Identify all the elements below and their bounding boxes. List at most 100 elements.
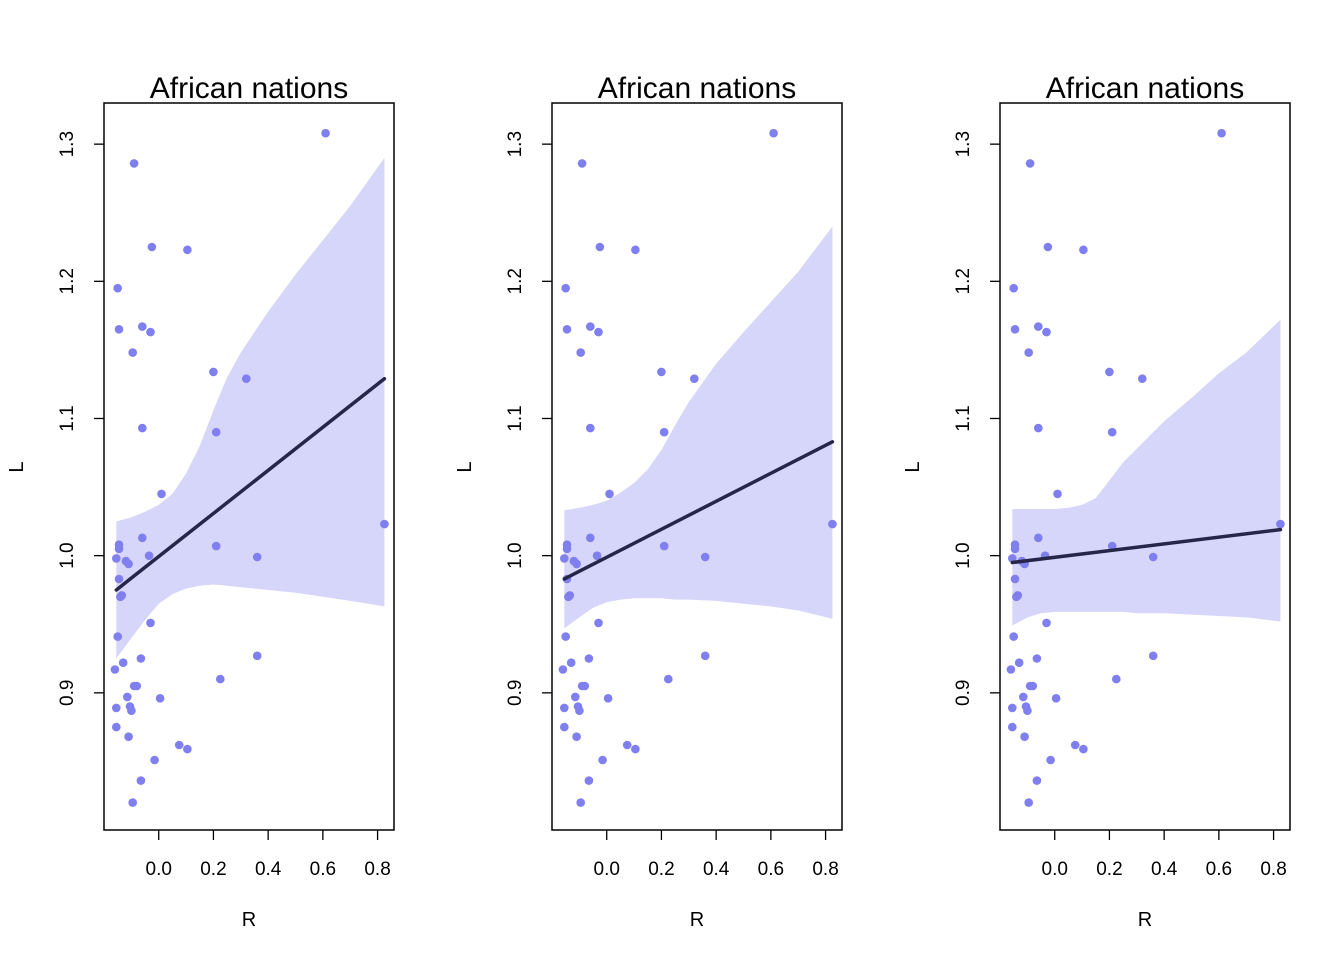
data-point xyxy=(129,159,139,168)
data-point xyxy=(769,128,778,138)
data-point xyxy=(183,744,192,754)
data-point xyxy=(571,692,580,702)
data-point xyxy=(700,552,710,562)
data-point xyxy=(157,489,166,499)
confidence-band xyxy=(564,226,833,629)
data-point xyxy=(252,651,262,661)
data-point xyxy=(1042,327,1051,337)
regression-line xyxy=(114,376,387,592)
y-tick-label: 1.2 xyxy=(57,268,78,294)
data-point xyxy=(580,681,590,691)
data-point xyxy=(216,674,225,684)
data-point xyxy=(1107,427,1117,437)
data-point xyxy=(586,322,595,331)
data-point xyxy=(1079,744,1088,754)
data-point xyxy=(124,732,133,741)
data-point xyxy=(1024,348,1033,357)
data-point xyxy=(560,554,569,563)
data-point xyxy=(155,694,165,703)
data-point xyxy=(136,654,146,663)
y-axis-label: L xyxy=(6,461,28,472)
data-point xyxy=(1070,740,1080,750)
data-point xyxy=(252,552,262,562)
data-point xyxy=(1148,651,1158,661)
regression-line xyxy=(562,440,835,581)
x-tick-label: 0.4 xyxy=(255,859,282,880)
data-point xyxy=(561,632,570,641)
data-point xyxy=(584,654,594,663)
data-point xyxy=(1276,519,1285,529)
data-point xyxy=(1051,694,1061,703)
data-point xyxy=(566,658,576,667)
data-point xyxy=(664,674,673,684)
data-point xyxy=(211,541,221,551)
panel-1: African nations R L 0.0 0.2 0.4 0.6 0.8 0.9 1.… xyxy=(6,72,395,931)
panel-3: African nations R L 0.0 0.2 0.4 0.6 0.8 0.9 1.… xyxy=(902,72,1291,931)
data-point xyxy=(631,744,640,754)
data-point xyxy=(1079,245,1088,255)
x-tick-label: 0.6 xyxy=(310,859,336,880)
data-point xyxy=(603,694,613,703)
data-point xyxy=(586,533,595,543)
data-point xyxy=(150,755,159,765)
y-tick-label: 1.1 xyxy=(953,405,974,431)
regression-line xyxy=(1010,527,1283,565)
data-point xyxy=(380,519,389,529)
panel-title: African nations xyxy=(150,72,348,105)
data-point xyxy=(1028,681,1038,691)
data-point xyxy=(576,798,585,807)
data-point xyxy=(1010,544,1020,554)
data-point xyxy=(1042,618,1051,628)
data-point xyxy=(1148,552,1158,562)
data-point xyxy=(1034,533,1043,543)
data-point xyxy=(1009,283,1018,293)
data-point xyxy=(1046,755,1055,765)
y-tick-label: 1.3 xyxy=(953,131,974,157)
data-point xyxy=(562,544,572,554)
confidence-band xyxy=(116,157,385,659)
y-tick-label: 0.9 xyxy=(505,680,526,706)
data-point xyxy=(112,554,121,563)
x-tick-label: 0.0 xyxy=(1042,859,1068,880)
data-point xyxy=(560,722,569,732)
data-point xyxy=(123,692,132,702)
data-point xyxy=(183,245,192,255)
data-point xyxy=(114,544,124,554)
data-point xyxy=(572,559,581,569)
data-point xyxy=(657,367,666,377)
x-axis-label: R xyxy=(690,909,704,931)
data-point xyxy=(116,592,125,602)
data-point xyxy=(700,651,710,661)
x-axis-label: R xyxy=(1138,909,1152,931)
data-point xyxy=(124,559,133,569)
data-point xyxy=(1014,658,1024,667)
y-tick-label: 0.9 xyxy=(953,680,974,706)
data-point xyxy=(594,618,603,628)
y-axis-label: L xyxy=(454,461,476,472)
data-point xyxy=(132,681,142,691)
data-point xyxy=(598,755,607,765)
data-point xyxy=(558,665,568,674)
data-point xyxy=(1025,159,1035,168)
x-tick-label: 0.2 xyxy=(200,859,226,880)
y-tick-label: 1.0 xyxy=(505,542,526,568)
data-point xyxy=(1006,665,1016,674)
data-point xyxy=(1105,367,1114,377)
y-tick-label: 1.0 xyxy=(57,542,78,568)
data-point xyxy=(1008,722,1017,732)
data-point xyxy=(828,519,837,529)
data-point xyxy=(112,722,121,732)
data-point xyxy=(1032,776,1042,785)
data-point xyxy=(128,348,137,357)
x-tick-label: 0.8 xyxy=(812,859,838,880)
y-axis-label: L xyxy=(902,461,924,472)
plot-frame xyxy=(103,102,395,831)
x-tick-label: 0.6 xyxy=(758,859,784,880)
data-point xyxy=(659,427,669,437)
data-point xyxy=(146,618,155,628)
data-point xyxy=(242,374,251,384)
data-point xyxy=(113,632,122,641)
data-point xyxy=(605,489,614,499)
data-point xyxy=(1217,128,1226,138)
